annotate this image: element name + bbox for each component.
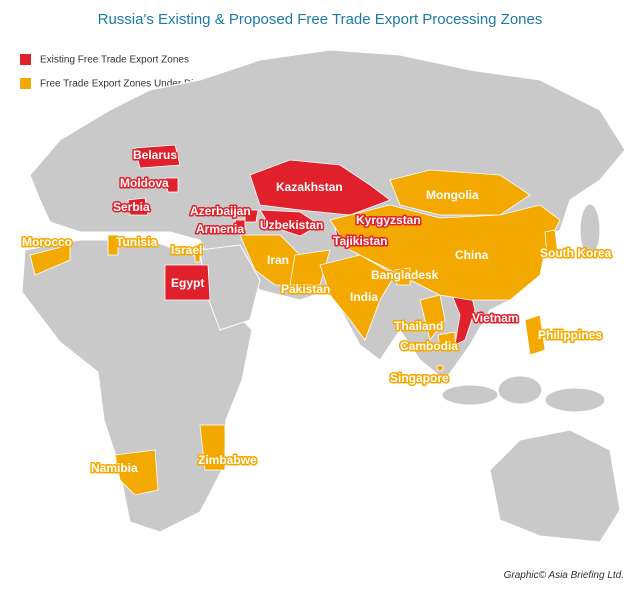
country-label: Namibia bbox=[91, 461, 138, 475]
country-label: China bbox=[455, 248, 489, 262]
country-label: Vietnam bbox=[472, 311, 518, 325]
country-shape bbox=[164, 264, 211, 301]
legend-label: Existing Free Trade Export Zones bbox=[40, 55, 189, 66]
legend-swatch bbox=[20, 54, 31, 65]
country-shape bbox=[199, 424, 226, 471]
country-label: Morocco bbox=[22, 235, 72, 249]
country-shape bbox=[194, 244, 201, 263]
country-label: Pakistan bbox=[281, 282, 330, 296]
country-labels: Belarus Moldova Serbia Azerbaijan Armeni… bbox=[21, 147, 614, 477]
country-shape bbox=[114, 449, 159, 496]
country-shape bbox=[164, 177, 179, 193]
country-label: Mongolia bbox=[426, 188, 479, 202]
country-shape bbox=[329, 204, 561, 301]
country-label: Azerbaijan bbox=[190, 204, 251, 218]
country-shape bbox=[289, 249, 331, 286]
country-shape bbox=[127, 197, 149, 216]
country-label: Uzbekistan bbox=[260, 218, 323, 232]
country-shape bbox=[436, 364, 444, 372]
country-shape bbox=[524, 314, 546, 356]
country-shape bbox=[544, 229, 559, 256]
credit: Graphic© Asia Briefing Ltd. bbox=[504, 570, 624, 581]
map-title: Russia's Existing & Proposed Free Trade … bbox=[98, 11, 543, 28]
country-label: Philippines bbox=[538, 328, 602, 342]
country-shape bbox=[259, 209, 321, 237]
country-shape bbox=[134, 144, 181, 169]
country-shape bbox=[234, 219, 246, 229]
country-label: India bbox=[350, 290, 378, 304]
country-label: Singapore bbox=[390, 371, 449, 385]
legend-label: Free Trade Export Zones Under Discussion bbox=[40, 79, 232, 90]
country-label: Egypt bbox=[171, 276, 204, 290]
country-label: Bangladesk bbox=[371, 268, 439, 282]
legend-swatch bbox=[20, 78, 31, 89]
country-label: South Korea bbox=[540, 246, 612, 260]
country-shapes bbox=[29, 144, 561, 496]
country-label: Iran bbox=[267, 253, 289, 267]
country-label: Kyrgyzstan bbox=[356, 213, 421, 227]
country-shape bbox=[244, 209, 259, 223]
country-shape bbox=[437, 331, 456, 349]
country-label: Armenia bbox=[196, 222, 244, 236]
country-shape bbox=[249, 159, 391, 216]
country-shape bbox=[389, 169, 531, 216]
country-label: Zimbabwe bbox=[198, 453, 257, 467]
country-label: Tajikistan bbox=[333, 234, 387, 248]
country-label: Serbia bbox=[113, 200, 150, 214]
country-label: Israel bbox=[171, 243, 202, 257]
country-shape bbox=[394, 267, 411, 286]
country-label: Kazakhstan bbox=[276, 180, 343, 194]
country-label: Moldova bbox=[120, 176, 169, 190]
country-shape bbox=[419, 294, 446, 341]
country-shape bbox=[319, 254, 396, 341]
country-label: Tunisia bbox=[116, 235, 157, 249]
country-label: Cambodia bbox=[400, 339, 458, 353]
country-shape bbox=[29, 244, 71, 276]
country-label: Belarus bbox=[133, 148, 177, 162]
country-shape bbox=[107, 234, 119, 256]
country-label: Thailand bbox=[394, 319, 443, 333]
